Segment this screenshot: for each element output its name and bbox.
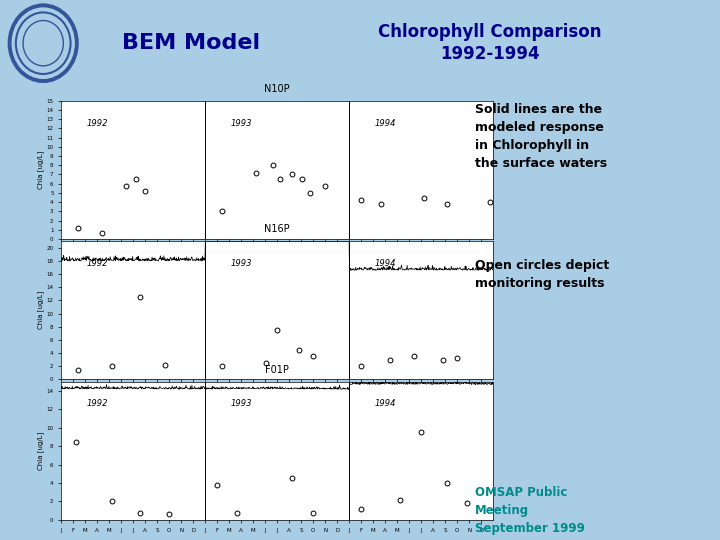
Text: 1994: 1994	[374, 119, 396, 127]
Text: 1993: 1993	[230, 400, 252, 408]
Text: 1993: 1993	[230, 259, 252, 268]
Text: 1992: 1992	[86, 400, 108, 408]
Y-axis label: Chla [ug/L]: Chla [ug/L]	[37, 151, 44, 189]
Text: Open circles depict
monitoring results: Open circles depict monitoring results	[475, 259, 609, 290]
Text: Solid lines are the
modeled response
in Chlorophyll in
the surface waters: Solid lines are the modeled response in …	[475, 103, 608, 170]
Text: F01P: F01P	[265, 364, 289, 375]
Text: 1993: 1993	[230, 119, 252, 127]
Text: BEM Model: BEM Model	[122, 33, 261, 53]
Text: 1994: 1994	[374, 400, 396, 408]
Text: 1992: 1992	[86, 259, 108, 268]
Text: Chlorophyll Comparison
1992-1994: Chlorophyll Comparison 1992-1994	[378, 23, 601, 63]
Y-axis label: Chla [ug/L]: Chla [ug/L]	[37, 431, 44, 470]
Text: N16P: N16P	[264, 224, 290, 234]
Text: N10P: N10P	[264, 84, 290, 94]
Text: OMSAP Public
Meeting
September 1999: OMSAP Public Meeting September 1999	[475, 485, 585, 535]
Y-axis label: Chla [ug/L]: Chla [ug/L]	[37, 291, 44, 329]
Text: 1994: 1994	[374, 259, 396, 268]
Text: 1992: 1992	[86, 119, 108, 127]
